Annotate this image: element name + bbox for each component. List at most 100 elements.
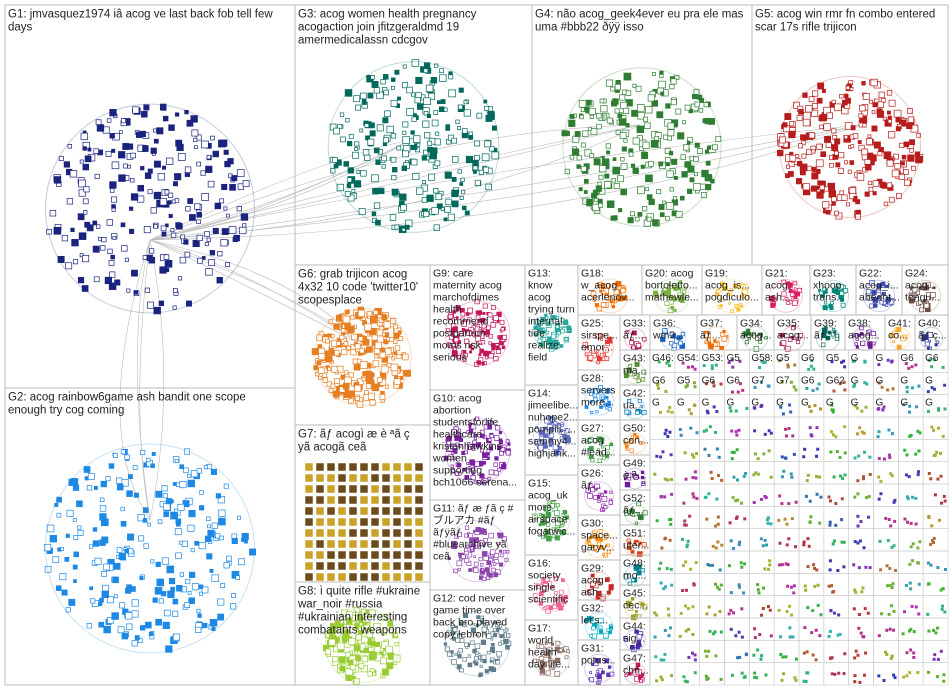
node [912, 630, 916, 634]
node [637, 104, 645, 112]
node [622, 107, 630, 115]
node [356, 170, 361, 174]
group-label: G17: [528, 623, 551, 635]
node [49, 209, 57, 217]
node [721, 335, 728, 342]
node [857, 612, 861, 616]
node [461, 321, 467, 327]
node [46, 524, 55, 533]
node [586, 198, 594, 207]
node [792, 591, 796, 595]
node [635, 645, 640, 650]
node [636, 125, 644, 134]
node [111, 612, 119, 620]
node [240, 213, 249, 221]
node [481, 551, 488, 557]
node [359, 495, 369, 505]
node [759, 537, 763, 541]
node [459, 667, 464, 673]
mini-label: G [876, 398, 884, 409]
node [766, 521, 770, 525]
cluster-ring [45, 103, 255, 314]
node [805, 479, 809, 483]
node [610, 86, 616, 92]
node [220, 239, 228, 247]
node [379, 394, 386, 400]
node [164, 259, 173, 268]
node [743, 562, 747, 566]
node [109, 188, 115, 193]
mini-label: G7 [751, 375, 765, 386]
node [854, 649, 858, 653]
group-label: sirspe... [581, 330, 618, 342]
node [108, 260, 115, 266]
node [362, 149, 370, 156]
node [359, 506, 369, 516]
node [905, 453, 909, 457]
node [942, 679, 946, 683]
node [753, 675, 757, 679]
node [761, 544, 765, 548]
node [78, 189, 86, 197]
edge [149, 124, 861, 241]
node [147, 301, 155, 309]
node [737, 428, 741, 432]
mini-label: G [851, 375, 859, 386]
node [777, 518, 781, 522]
node [153, 191, 162, 200]
node [461, 189, 466, 195]
node [926, 409, 930, 413]
group-label: game time over [433, 605, 506, 617]
node [778, 136, 786, 144]
node [699, 183, 707, 190]
node [111, 196, 118, 203]
node [792, 584, 796, 588]
node [787, 537, 791, 541]
node [877, 497, 881, 501]
node [355, 396, 360, 401]
group-label: bch1066 serena... [433, 477, 517, 489]
node [392, 506, 402, 516]
node [337, 484, 347, 494]
node [769, 475, 773, 479]
node [124, 257, 129, 262]
node [742, 474, 746, 478]
node [82, 163, 90, 171]
node [645, 106, 653, 114]
node [162, 621, 170, 630]
node [859, 104, 866, 112]
node [780, 455, 784, 459]
node [666, 478, 670, 482]
node [120, 506, 125, 512]
node [337, 572, 347, 582]
node [360, 664, 369, 673]
node [179, 481, 187, 489]
node [467, 662, 473, 668]
node [93, 485, 98, 490]
node [789, 121, 795, 127]
node [693, 88, 700, 95]
node [707, 145, 712, 150]
node [191, 583, 199, 591]
node [705, 654, 709, 658]
node [589, 671, 593, 675]
node [857, 566, 861, 570]
group-label: G32: [581, 603, 604, 615]
node [79, 159, 84, 164]
node [882, 678, 886, 682]
node [384, 347, 392, 355]
node [359, 473, 369, 483]
node [197, 257, 203, 264]
node [819, 184, 825, 191]
node [451, 544, 456, 549]
node [304, 572, 314, 582]
node [554, 535, 560, 541]
node [843, 425, 847, 429]
node [815, 568, 819, 572]
node [453, 337, 459, 343]
node [793, 296, 797, 299]
node [124, 454, 130, 460]
group-label: acog... [848, 330, 880, 342]
node [184, 166, 192, 174]
